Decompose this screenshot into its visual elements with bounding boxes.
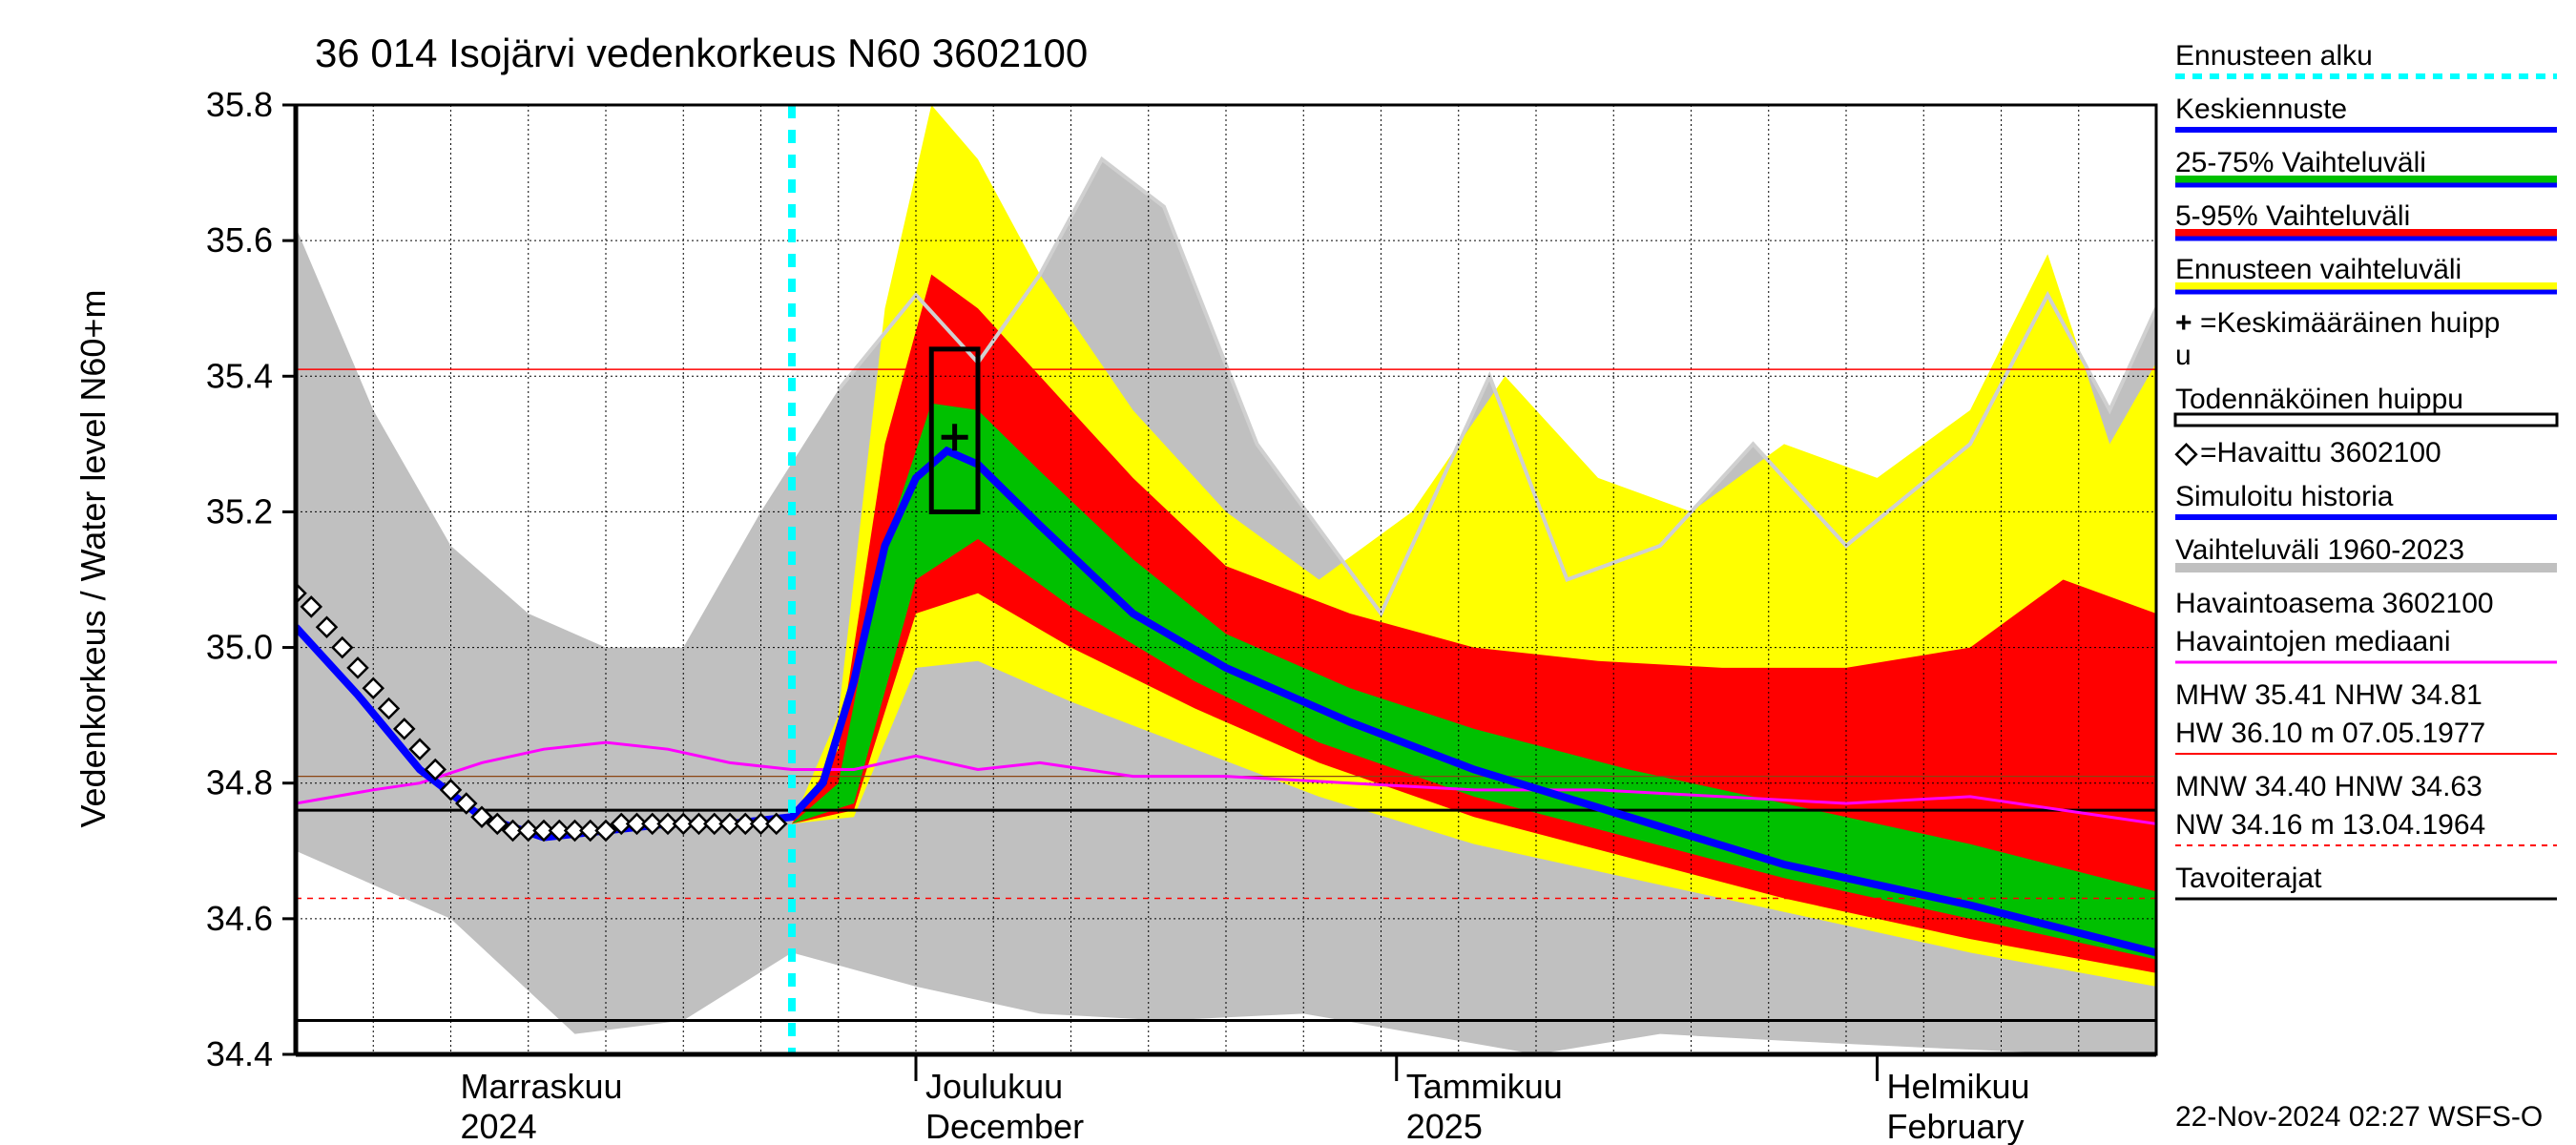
y-tick-label: 35.4 xyxy=(206,356,273,395)
y-axis-label: Vedenkorkeus / Water level N60+m xyxy=(73,290,113,828)
legend-mhw: MHW 35.41 NHW 34.81 xyxy=(2175,679,2483,711)
svg-text:u: u xyxy=(2175,340,2192,371)
timestamp: 22-Nov-2024 02:27 WSFS-O xyxy=(2175,1101,2543,1133)
y-tick-label: 34.8 xyxy=(206,763,273,802)
legend-keskiennuste: Keskiennuste xyxy=(2175,94,2347,125)
month-sublabel: 2024 xyxy=(461,1107,537,1145)
legend-simuloitu_historia: Simuloitu historia xyxy=(2175,481,2394,512)
legend-keskimaarainen_huippu: =Keskimääräinen huipp xyxy=(2200,307,2500,339)
legend-nw: NW 34.16 m 13.04.1964 xyxy=(2175,809,2485,841)
legend-ennusteen_alku: Ennusteen alku xyxy=(2175,40,2373,72)
legend-mnw: MNW 34.40 HNW 34.63 xyxy=(2175,771,2483,802)
legend-havaintojen_mediaani: Havaintojen mediaani xyxy=(2175,626,2451,657)
legend-tavoiterajat: Tavoiterajat xyxy=(2175,863,2322,894)
legend-prefix-havaittu: ◇ xyxy=(2174,437,2198,468)
legend-vaihteluvali_hist: Vaihteluväli 1960-2023 xyxy=(2175,534,2464,566)
y-tick-label: 35.8 xyxy=(206,85,273,124)
legend-havaintoasema: Havaintoasema 3602100 xyxy=(2175,588,2494,619)
legend-ennusteen_vaihteluvali: Ennusteen vaihteluväli xyxy=(2175,254,2462,285)
legend-vaihteluvali_25_75: 25-75% Vaihteluväli xyxy=(2175,147,2426,178)
month-label: Tammikuu xyxy=(1406,1067,1563,1106)
y-tick-label: 34.6 xyxy=(206,899,273,938)
legend-hw: HW 36.10 m 07.05.1977 xyxy=(2175,718,2485,749)
legend-todennakoinen_huippu: Todennäköinen huippu xyxy=(2175,384,2463,415)
legend-havaittu: =Havaittu 3602100 xyxy=(2200,437,2441,468)
chart-container: 34.4 34.6 34.8 35.0 35.2 35.4 35.6 35.8 Marrasku… xyxy=(0,0,2576,1145)
month-label: Helmikuu xyxy=(1887,1067,2030,1106)
month-sublabel: 2025 xyxy=(1406,1107,1483,1145)
chart-svg: 34.4 34.6 34.8 35.0 35.2 35.4 35.6 35.8 Marrasku… xyxy=(0,0,2576,1145)
chart-title: 36 014 Isojärvi vedenkorkeus N60 3602100 xyxy=(315,31,1088,75)
legend-vaihteluvali_5_95: 5-95% Vaihteluväli xyxy=(2175,200,2410,232)
y-tick-label: 34.4 xyxy=(206,1034,273,1073)
month-label: Joulukuu xyxy=(925,1067,1063,1106)
y-tick-label: 35.6 xyxy=(206,220,273,260)
legend-prefix-keskimaarainen_huippu: + xyxy=(2175,307,2192,339)
month-sublabel: February xyxy=(1887,1107,2025,1145)
y-tick-label: 35.0 xyxy=(206,628,273,667)
month-sublabel: December xyxy=(925,1107,1084,1145)
month-label: Marraskuu xyxy=(461,1067,623,1106)
y-tick-label: 35.2 xyxy=(206,491,273,531)
